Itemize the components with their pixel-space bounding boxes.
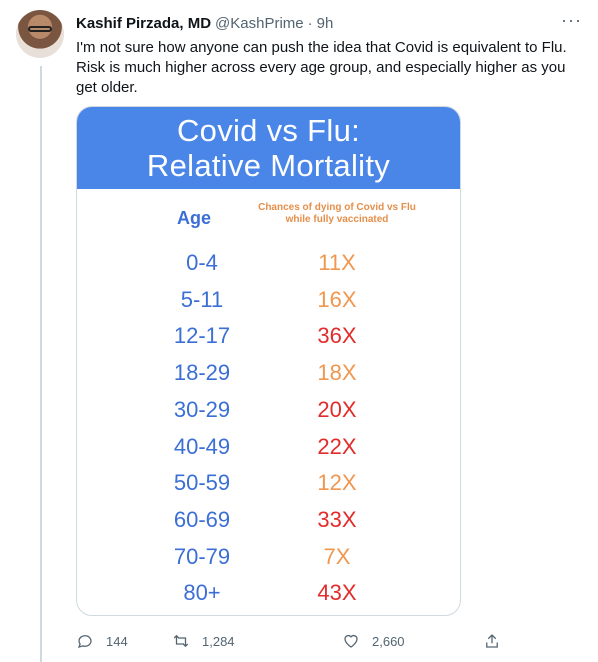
table-row: 0-4 11X [77,250,460,286]
age-group: 12-17 [173,323,231,349]
age-group: 30-29 [173,396,231,422]
age-group: 5-11 [180,286,224,312]
like-count: 2,660 [372,633,405,649]
age-group: 50-59 [173,470,231,496]
retweet-icon [173,634,189,648]
retweet-button[interactable]: 1,284 [172,632,235,650]
card-title-line1: Covid vs Flu: [176,113,361,148]
age-group: 0-4 [186,250,218,275]
retweet-count: 1,284 [202,633,235,649]
table-row: 12-17 36X [77,323,460,359]
card-title-line2: Relative Mortality [146,148,391,183]
card-header: Covid vs Flu: Relative Mortality [77,107,460,189]
mortality-ratio: 12X [317,470,357,496]
thread-line [40,66,42,662]
table-row: 18-29 18X [77,360,460,396]
mortality-ratio: 33X [317,506,357,532]
reply-icon [77,635,92,648]
age-group: 70-79 [173,543,231,569]
tweet-text: I'm not sure how anyone can push the ide… [76,39,567,96]
more-options-icon[interactable]: ··· [561,10,582,30]
age-group: 40-49 [173,433,231,459]
author-name[interactable]: Kashif Pirzada, MD [76,14,212,32]
tweet-time[interactable]: 9h [316,14,334,32]
tweet-header: Kashif Pirzada, MD @KashPrime · 9h ··· [76,10,582,34]
table-row: 5-11 16X [77,287,460,323]
author-handle[interactable]: @KashPrime [215,14,304,32]
table-row: 60-69 33X [77,507,460,543]
age-group: 60-69 [173,506,231,532]
table-row: 30-29 20X [77,397,460,433]
avatar-glasses [28,26,52,32]
mortality-ratio: 20X [317,396,357,422]
mortality-ratio: 18X [317,360,357,386]
table-row: 80+ 43X [77,580,460,615]
chance-column-header: Chances of dying of Covid vs Flu while f… [258,202,416,225]
mortality-ratio: 7X [323,543,351,569]
separator-dot: · [307,14,313,32]
heart-icon [344,634,358,648]
tweet-image-card[interactable]: Covid vs Flu: Relative Mortality Age Cha… [76,106,461,616]
mortality-ratio: 36X [317,323,357,349]
table-row: 40-49 22X [77,434,460,470]
mortality-ratio: 11X [318,250,356,275]
column-headers: Age Chances of dying of Covid vs Flu whi… [77,202,460,242]
table-row: 70-79 7X [77,544,460,580]
reply-button[interactable]: 144 [76,632,128,650]
mortality-ratio: 22X [317,433,357,459]
share-button[interactable] [483,632,501,650]
action-bar: 144 1,284 2,660 [76,630,498,652]
table-row: 50-59 12X [77,470,460,506]
age-group: 80+ [183,580,221,606]
share-icon [486,634,498,648]
age-column-header: Age [177,208,212,228]
like-button[interactable]: 2,660 [342,632,405,650]
mortality-ratio: 16X [317,286,357,312]
age-group: 18-29 [173,360,231,386]
mortality-ratio: 43X [317,580,357,606]
avatar[interactable] [16,10,64,58]
reply-count: 144 [106,633,128,649]
